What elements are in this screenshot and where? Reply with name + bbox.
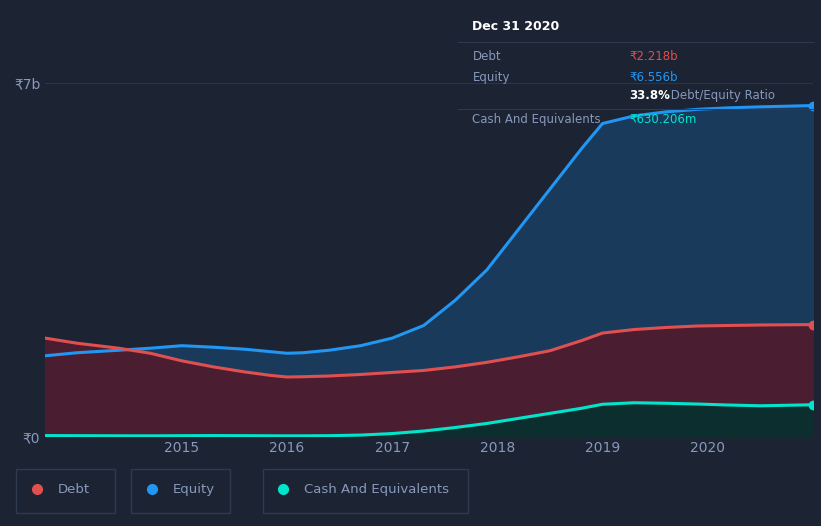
FancyBboxPatch shape	[263, 469, 468, 513]
Text: Equity: Equity	[472, 70, 510, 84]
Text: Cash And Equivalents: Cash And Equivalents	[472, 113, 601, 126]
Text: Dec 31 2020: Dec 31 2020	[472, 21, 560, 34]
Text: Debt: Debt	[472, 49, 501, 63]
Text: Cash And Equivalents: Cash And Equivalents	[304, 483, 449, 495]
Text: Debt: Debt	[57, 483, 89, 495]
FancyBboxPatch shape	[16, 469, 115, 513]
Text: 33.8%: 33.8%	[630, 89, 671, 103]
FancyBboxPatch shape	[131, 469, 230, 513]
Text: ₹6.556b: ₹6.556b	[630, 70, 678, 84]
Text: Debt/Equity Ratio: Debt/Equity Ratio	[667, 89, 775, 103]
Text: Equity: Equity	[172, 483, 214, 495]
Text: ₹2.218b: ₹2.218b	[630, 49, 678, 63]
Text: ₹630.206m: ₹630.206m	[630, 113, 697, 126]
